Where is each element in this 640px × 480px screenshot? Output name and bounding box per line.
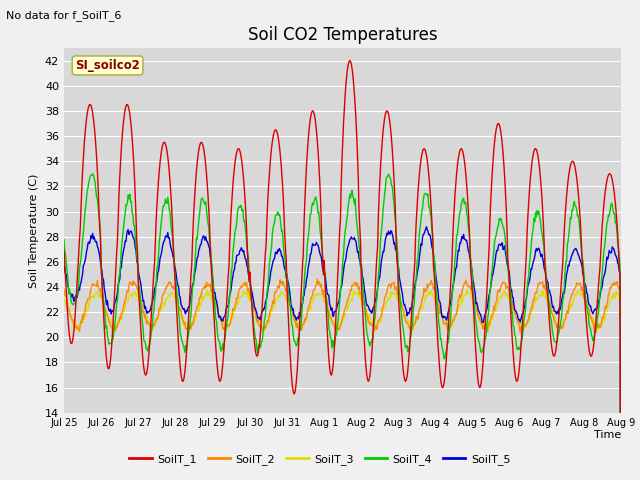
SoilT_5 <box>410 292 418 298</box>
Title: Soil CO2 Temperatures: Soil CO2 Temperatures <box>248 25 437 44</box>
SoilT_2 <box>428 278 435 284</box>
SoilT_2 <box>127 281 135 287</box>
SoilT_5 <box>60 263 68 269</box>
Line: SoilT_3: SoilT_3 <box>64 289 621 329</box>
SoilT_3 <box>128 294 136 300</box>
SoilT_3 <box>428 288 435 294</box>
SoilT_3 <box>185 325 193 331</box>
SoilT_2 <box>60 287 68 292</box>
SoilT_3 <box>411 321 419 327</box>
SoilT_1 <box>184 327 192 333</box>
SoilT_3 <box>72 326 79 332</box>
SoilT_2 <box>184 326 192 332</box>
SoilT_1 <box>428 204 435 209</box>
SoilT_1 <box>70 326 78 332</box>
Legend: SoilT_1, SoilT_2, SoilT_3, SoilT_4, SoilT_5: SoilT_1, SoilT_2, SoilT_3, SoilT_4, Soil… <box>125 450 515 469</box>
SoilT_4 <box>411 291 419 297</box>
SoilT_2 <box>516 330 524 336</box>
Line: SoilT_2: SoilT_2 <box>64 279 621 333</box>
SoilT_4 <box>185 330 193 336</box>
SoilT_1 <box>214 365 221 371</box>
SoilT_5 <box>214 302 221 308</box>
SoilT_1 <box>60 247 68 253</box>
SoilT_5 <box>127 228 135 234</box>
SoilT_2 <box>314 276 321 282</box>
SoilT_5 <box>428 238 435 244</box>
SoilT_4 <box>70 301 78 307</box>
SoilT_5 <box>422 224 430 229</box>
Line: SoilT_5: SoilT_5 <box>64 227 621 480</box>
SoilT_3 <box>617 293 625 299</box>
Line: SoilT_1: SoilT_1 <box>64 60 621 480</box>
Text: SI_soilco2: SI_soilco2 <box>75 59 140 72</box>
Y-axis label: Soil Temperature (C): Soil Temperature (C) <box>29 173 39 288</box>
SoilT_1 <box>346 58 353 63</box>
SoilT_3 <box>70 322 78 328</box>
SoilT_2 <box>411 321 419 326</box>
SoilT_2 <box>617 291 625 297</box>
SoilT_3 <box>463 286 470 292</box>
SoilT_4 <box>428 214 435 220</box>
SoilT_5 <box>70 299 78 304</box>
SoilT_5 <box>184 305 192 311</box>
SoilT_4 <box>89 171 97 177</box>
SoilT_3 <box>214 310 222 316</box>
SoilT_3 <box>60 296 68 302</box>
SoilT_4 <box>60 237 68 242</box>
X-axis label: Time: Time <box>593 431 621 441</box>
Line: SoilT_4: SoilT_4 <box>64 174 621 480</box>
SoilT_2 <box>70 323 78 328</box>
SoilT_2 <box>214 303 221 309</box>
SoilT_1 <box>411 260 419 265</box>
SoilT_1 <box>127 126 135 132</box>
SoilT_4 <box>214 336 222 342</box>
SoilT_4 <box>128 211 136 216</box>
Text: No data for f_SoilT_6: No data for f_SoilT_6 <box>6 10 122 21</box>
